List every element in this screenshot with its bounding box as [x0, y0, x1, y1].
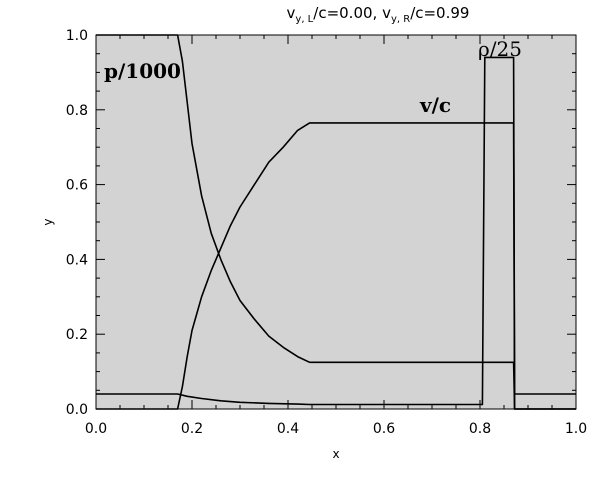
x-axis-label: x	[332, 447, 339, 461]
title-end: /c=0.99	[410, 4, 469, 22]
title-v1: v	[287, 4, 296, 22]
plot-frame	[95, 34, 577, 410]
title-sub1: y, L	[295, 14, 313, 25]
series-label-velocity: v/c	[419, 93, 451, 117]
x-tick-label: 1.0	[565, 421, 587, 437]
y-tick-label: 0.8	[66, 103, 88, 119]
series-line-2	[96, 56, 576, 406]
x-tick-label: 0.6	[373, 421, 395, 437]
y-tick-label: 0.4	[66, 252, 88, 268]
y-tick-label: 0.2	[66, 327, 88, 343]
plot-background	[96, 35, 576, 409]
y-tick-label: 1.0	[66, 28, 88, 44]
series-label-density: ρ/25	[478, 37, 522, 61]
chart-title: vy, L/c=0.00, vy, R/c=0.99	[287, 4, 470, 25]
x-tick-label: 0.4	[277, 421, 299, 437]
series-line-1	[96, 122, 576, 410]
title-sub2: y, R	[391, 14, 410, 25]
title-mid: /c=0.00, v	[313, 4, 391, 22]
x-tick-label: 0.0	[85, 421, 107, 437]
x-tick-label: 0.8	[469, 421, 491, 437]
y-tick-label: 0.0	[66, 402, 88, 418]
series-group	[96, 34, 576, 410]
y-axis-label: y	[41, 218, 55, 225]
x-tick-label: 0.2	[181, 421, 203, 437]
series-line-0	[96, 34, 576, 410]
series-label-pressure: p/1000	[104, 59, 181, 83]
tick-labels: 0.0 0.2 0.4 0.6 0.8 1.0 0.0 0.2 0.4 0.6 0.8 1.0	[66, 28, 587, 437]
y-tick-label: 0.6	[66, 178, 88, 194]
